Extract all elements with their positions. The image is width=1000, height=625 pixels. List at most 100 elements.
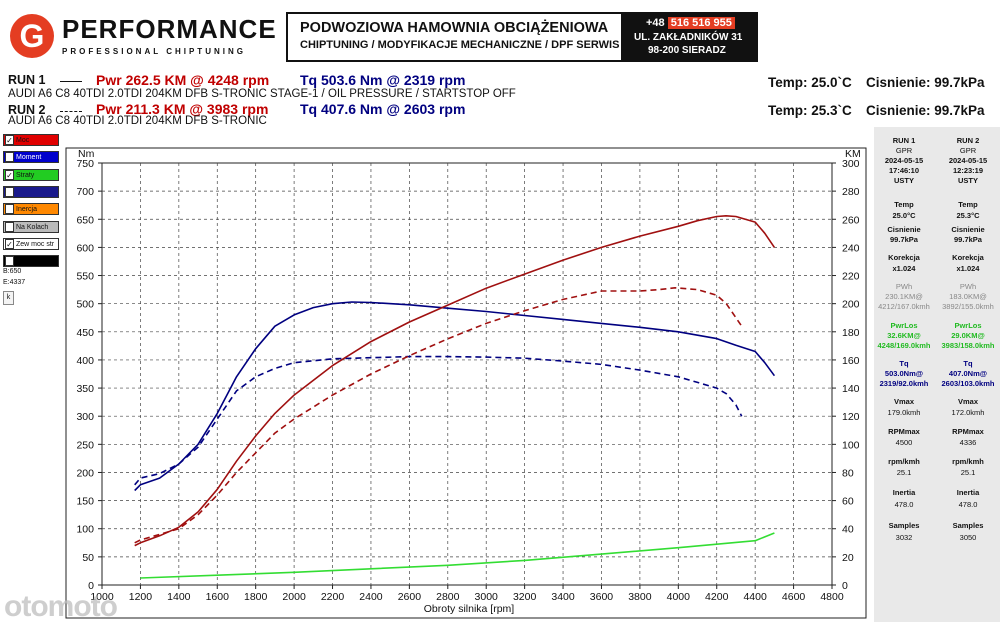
y-right-tick-label: 240 [842,242,860,254]
y-right-tick-label: 80 [842,467,854,479]
series-line-run-1-pwr [134,215,776,547]
checkbox-icon[interactable] [5,221,14,232]
panel-rpmmax-label: RPMmax [888,427,920,436]
x-tick-label: 3200 [513,591,537,603]
phone-prefix: +48 [646,17,665,29]
panel-time: 12:23:19 [952,166,984,175]
x-tick-label: 1800 [244,591,268,603]
panel-place: USTY [957,176,978,185]
checkbox-icon[interactable]: ✓ [5,238,14,249]
panel-tq1: 407.0Nm@ [948,369,988,378]
series-toggle-label: Na Kolach [16,223,49,231]
y-right-tick-label: 280 [842,186,860,198]
series-toggle-label: Straty [16,171,35,179]
x-tick-label: 4000 [667,591,691,603]
k-button[interactable]: k [3,291,14,305]
panel-inertia: 478.0 [894,500,914,509]
series-line-run-2-pwr [134,286,743,544]
series-toggle-2[interactable]: ✓ Straty [3,168,59,181]
y-left-tick-label: 400 [76,355,94,367]
y-right-tick-label: 60 [842,496,854,508]
series-toggle-5[interactable]: Na Kolach [3,220,59,233]
panel-date: 2024-05-15 [948,156,988,165]
panel-vmax-label: Vmax [893,397,914,406]
x-tick-label: 3800 [628,591,652,603]
panel-pwh2: 3892/155.0kmh [942,302,994,311]
x-tick-label: 4600 [782,591,806,603]
series-toggle-label: Moment [16,154,42,162]
panel-samples: 3050 [959,533,977,542]
x-tick-label: 2400 [359,591,383,603]
panel-vmax: 179.0kmh [887,408,921,417]
run2-tq: Tq 407.6 Nm @ 2603 rpm [300,101,466,117]
y-left-tick-label: 500 [76,299,94,311]
panel-pwrlos1: 29.0KM@ [951,331,985,340]
panel-pwrlos-label: PwrLos [890,321,918,330]
panel-press-label: Cisnienie [951,225,985,234]
header-address-line1: UL. ZAKŁADNIKÓW 31 [634,32,743,43]
panel-vmax-label: Vmax [957,397,978,406]
checkbox-icon[interactable] [5,256,14,267]
y-left-tick-label: 100 [76,524,94,536]
panel-rpmkmh-label: rpm/kmh [888,457,920,466]
x-tick-label: 1600 [206,591,230,603]
x-tick-label: 3400 [551,591,575,603]
value-b: B:650 [3,268,22,275]
y-left-tick-label: 550 [76,271,94,283]
series-toggle-1[interactable]: ✓ Moment [3,151,59,164]
value-e: E:4337 [3,279,26,286]
x-tick-label: 2000 [282,591,306,603]
panel-temp: 25.0°C [892,211,916,220]
checkbox-icon[interactable]: ✓ [5,169,14,180]
panel-id: GPR [959,146,977,155]
series-toggle-7[interactable] [3,255,59,268]
checkbox-icon[interactable] [5,204,14,215]
panel-tq1: 503.0Nm@ [884,369,924,378]
checkbox-icon[interactable]: ✓ [5,152,14,163]
y-right-tick-label: 300 [842,158,860,170]
x-tick-label: 2200 [321,591,345,603]
series-toggle-3[interactable] [3,185,59,198]
checkbox-icon[interactable]: ✓ [5,135,14,145]
y-right-tick-label: 140 [842,383,860,395]
y-left-tick-label: 750 [76,158,94,170]
phone-number: 516 516 955 [667,17,735,29]
y-left-axis-label: Nm [78,148,95,160]
run2-pwr: Pwr 211.3 KM @ 3983 rpm [96,101,269,117]
series-line-run-2-tq [134,355,743,486]
panel-time: 17:46:10 [888,166,920,175]
panel-pwrlos1: 32.6KM@ [887,331,921,340]
panel-rpmmax: 4336 [959,438,977,447]
checkbox-icon[interactable] [5,186,14,197]
y-right-tick-label: 260 [842,214,860,226]
panel-temp-label: Temp [958,200,978,209]
panel-tq-label: Tq [963,359,973,368]
run1-pressure: Cisnienie: 99.7kPa [866,75,985,90]
x-tick-label: 1400 [167,591,191,603]
y-left-tick-label: 150 [76,496,94,508]
panel-pwh-label: PWh [959,282,977,291]
y-left-tick-label: 450 [76,327,94,339]
header-address-line2: 98-200 SIERADZ [648,45,726,56]
panel-corr-label: Korekcja [888,253,920,262]
y-right-tick-label: 160 [842,355,860,367]
series-toggle-6[interactable]: ✓ Zew moc str [3,237,59,250]
run1-description: AUDI A6 C8 40TDI 2.0TDI 204KM DFB S-TRON… [8,88,516,100]
y-left-tick-label: 600 [76,242,94,254]
y-right-tick-label: 200 [842,299,860,311]
series-toggle-4[interactable]: Inercja [3,203,59,216]
panel-pwh1: 183.0KM@ [949,292,987,301]
x-axis-label: Obroty silnika [rpm] [424,603,515,615]
series-toggle-label: Zew moc str [16,240,55,248]
series-toggle-0[interactable]: ✓ Moc [3,134,59,146]
y-left-tick-label: 300 [76,411,94,423]
run-stats-panel [874,127,1000,622]
panel-temp: 25.3°C [956,211,980,220]
run2-temp: Temp: 25.3`C [768,103,852,118]
panel-rpmkmh-label: rpm/kmh [952,457,984,466]
run1-pwr: Pwr 262.5 KM @ 4248 rpm [96,72,270,88]
panel-samples-label: Samples [888,521,920,530]
panel-pwh2: 4212/167.0kmh [878,302,930,311]
panel-run: RUN 2 [956,136,980,145]
x-tick-label: 3600 [590,591,614,603]
